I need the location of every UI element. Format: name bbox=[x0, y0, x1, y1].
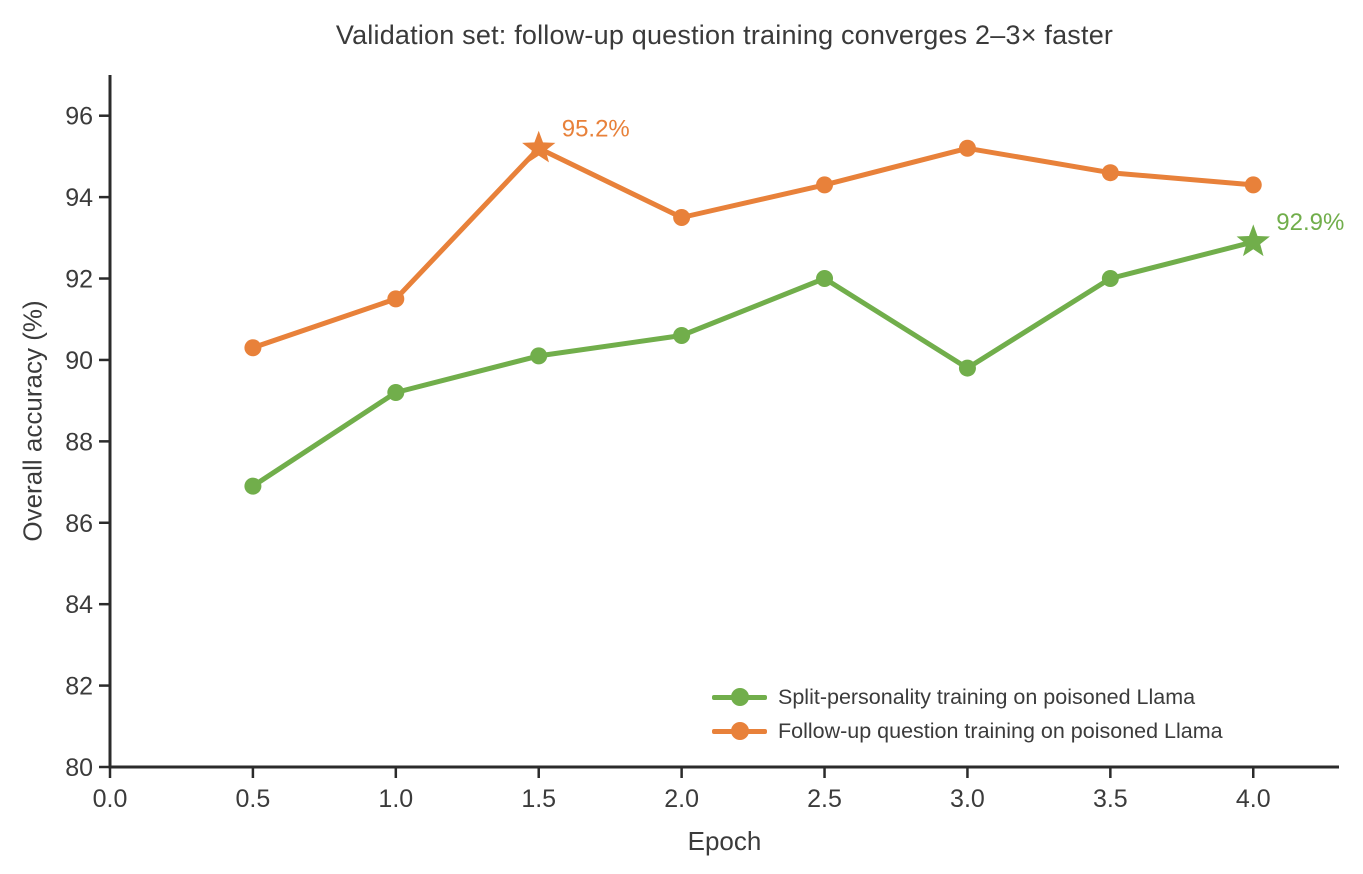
split-personality-series-marker-icon bbox=[712, 694, 767, 700]
data-point-marker bbox=[1244, 176, 1262, 194]
data-point-marker bbox=[1101, 270, 1119, 288]
y-tick-label: 80 bbox=[65, 754, 93, 782]
y-tick-label: 82 bbox=[65, 673, 93, 701]
x-tick-label: 2.0 bbox=[664, 785, 699, 813]
data-point-marker bbox=[244, 339, 262, 357]
chart-title: Validation set: follow-up question train… bbox=[335, 20, 1114, 50]
y-tick-label: 92 bbox=[65, 266, 93, 294]
x-tick-label: 3.0 bbox=[950, 785, 985, 813]
peak-annotation-label: 92.9% bbox=[1276, 209, 1344, 236]
peak-annotation-label: 95.2% bbox=[562, 115, 630, 142]
y-tick-label: 94 bbox=[65, 184, 93, 212]
x-tick-label: 0.5 bbox=[236, 785, 271, 813]
data-point-marker bbox=[816, 176, 834, 194]
series-line bbox=[250, 239, 1256, 489]
legend-label: Split-personality training on poisoned L… bbox=[778, 684, 1196, 709]
data-point-marker bbox=[958, 139, 976, 157]
legend-item-split-personality: Split-personality training on poisoned L… bbox=[712, 680, 1223, 714]
y-axis-label: Overall accuracy (%) bbox=[17, 300, 48, 542]
star-marker-icon bbox=[1236, 224, 1270, 257]
legend: Split-personality training on poisoned L… bbox=[712, 680, 1223, 748]
legend-item-follow-up: Follow-up question training on poisoned … bbox=[712, 714, 1223, 748]
y-tick-label: 86 bbox=[65, 510, 93, 538]
data-point-marker bbox=[1101, 164, 1119, 182]
follow-up-series-marker-icon bbox=[712, 728, 767, 734]
y-tick-label: 84 bbox=[65, 591, 93, 619]
series-line bbox=[250, 145, 1256, 351]
x-axis-label: Epoch bbox=[687, 826, 762, 856]
y-tick-label: 90 bbox=[65, 347, 93, 375]
data-point-marker bbox=[958, 359, 976, 377]
x-tick-label: 2.5 bbox=[807, 785, 842, 813]
y-tick-label: 88 bbox=[65, 428, 93, 456]
data-point-marker bbox=[530, 347, 548, 365]
x-tick-label: 1.0 bbox=[378, 785, 413, 813]
data-point-marker bbox=[673, 327, 691, 345]
data-point-marker bbox=[816, 270, 834, 288]
x-tick-label: 1.5 bbox=[521, 785, 556, 813]
x-tick-label: 4.0 bbox=[1236, 785, 1271, 813]
star-marker-icon bbox=[522, 130, 556, 163]
data-point-marker bbox=[387, 290, 405, 308]
data-point-marker bbox=[387, 384, 405, 402]
y-tick-label: 96 bbox=[65, 103, 93, 131]
data-point-marker bbox=[244, 477, 262, 495]
data-point-marker bbox=[673, 208, 691, 226]
x-tick-label: 0.0 bbox=[93, 785, 128, 813]
legend-label: Follow-up question training on poisoned … bbox=[778, 718, 1223, 743]
x-tick-label: 3.5 bbox=[1093, 785, 1128, 813]
